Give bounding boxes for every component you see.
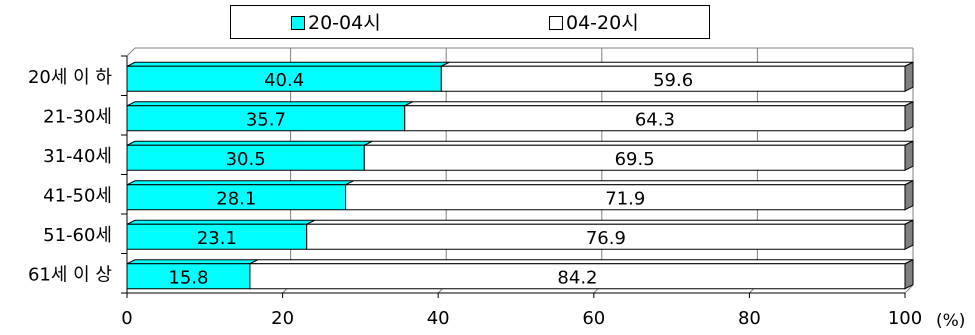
bar-top-face <box>345 180 914 186</box>
bar-segment <box>440 65 906 92</box>
data-label: 59.6 <box>653 70 693 91</box>
category-label: 61세 이 상 <box>28 264 112 285</box>
bar-top-face <box>126 219 315 225</box>
bar-top-face <box>249 259 914 265</box>
x-tick-label: 40 <box>427 308 450 329</box>
bar-top-face <box>126 259 259 265</box>
bar-side-face <box>904 179 914 211</box>
data-label: 30.5 <box>226 149 266 170</box>
category-label: 51-60세 <box>43 225 112 246</box>
data-label: 40.4 <box>264 70 304 91</box>
bar-top-face <box>126 180 354 186</box>
category-label: 31-40세 <box>43 146 112 167</box>
bar-segment <box>306 223 906 250</box>
bar-segment <box>126 105 406 132</box>
bar-top-face <box>126 61 450 67</box>
legend-swatch-04-20 <box>549 16 563 30</box>
category-label: 21-30세 <box>43 106 112 127</box>
data-label: 28.1 <box>216 188 256 209</box>
category-label: 20세 이 하 <box>28 67 112 88</box>
bar-top-face <box>306 219 914 225</box>
data-label: 84.2 <box>557 267 597 288</box>
plot-depth-edge <box>126 47 136 57</box>
bar-segment <box>404 105 906 132</box>
data-label: 15.8 <box>168 267 208 288</box>
x-tick-label: 60 <box>582 308 605 329</box>
bar-top-face <box>126 140 373 146</box>
legend-item-20-04: 20-04시 <box>291 12 381 34</box>
legend: 20-04시 04-20시 <box>230 5 710 39</box>
data-label: 64.3 <box>635 109 675 130</box>
data-label: 23.1 <box>197 228 237 249</box>
bar-top-face <box>441 61 914 67</box>
bar-side-face <box>904 219 914 251</box>
bar-segment <box>126 263 251 290</box>
bar-top-face <box>364 140 914 146</box>
bar-top-face <box>126 101 413 107</box>
x-tick-label: 0 <box>121 308 132 329</box>
data-label: 35.7 <box>246 109 286 130</box>
bar-segment <box>249 263 906 290</box>
data-label: 69.5 <box>615 149 655 170</box>
bar-side-face <box>904 140 914 172</box>
x-tick-label: 80 <box>738 308 761 329</box>
bar-segment <box>126 223 308 250</box>
bar-side-face <box>904 258 914 290</box>
x-tick-label: 20 <box>271 308 294 329</box>
gridline-floor <box>904 284 914 294</box>
bar-segment <box>345 184 906 211</box>
category-label: 41-50세 <box>43 185 112 206</box>
legend-item-04-20: 04-20시 <box>549 12 639 34</box>
legend-swatch-20-04 <box>291 16 305 30</box>
bar-top-face <box>404 101 914 107</box>
legend-label-04-20: 04-20시 <box>566 12 639 34</box>
x-tick-label: 100 <box>888 308 922 329</box>
bar-segment <box>363 144 906 171</box>
data-label: 71.9 <box>605 188 645 209</box>
bar-side-face <box>904 61 914 93</box>
x-unit-label: (%) <box>936 311 965 331</box>
legend-label-20-04: 20-04시 <box>308 12 381 34</box>
bar-segment <box>126 184 347 211</box>
data-label: 76.9 <box>586 228 626 249</box>
bar-side-face <box>904 100 914 132</box>
